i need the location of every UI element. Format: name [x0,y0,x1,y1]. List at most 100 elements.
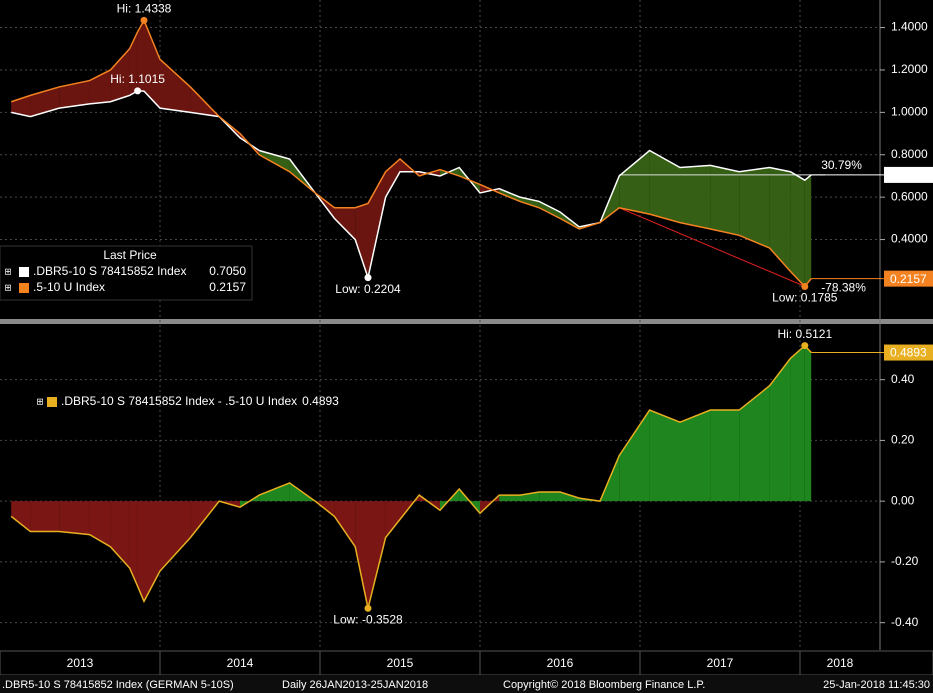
legend-box [0,245,253,301]
area-fill [649,410,680,502]
low-marker [364,604,372,612]
fill-between [259,150,290,172]
area-fill [368,501,386,609]
area-fill [499,495,520,502]
area-fill [334,501,356,547]
fill-between [30,86,60,117]
y-tick-label: 1.0000 [891,105,928,119]
legend-title: Last Price [103,248,157,262]
legend-expander: ⊞ [4,282,12,292]
x-tick-label: 2016 [547,656,574,670]
y-tick-label: 0.4000 [891,232,928,246]
area-fill [160,501,191,572]
fill-between [680,165,711,229]
y-tick-label: 0.6000 [891,189,928,203]
change-label: 30.79% [821,158,862,172]
area-fill [790,345,805,502]
legend-swatch [19,267,29,277]
y-tick-label: -0.20 [891,554,919,568]
area-fill [739,385,770,502]
fill-between [739,167,770,249]
x-tick-label: 2013 [67,656,94,670]
low-label: Low: -0.3528 [333,612,403,626]
low-marker [801,283,809,291]
change-line [619,207,806,287]
low-label: Low: 0.2204 [335,282,401,296]
legend-label: .DBR5-10 S 78415852 Index - .5-10 U Inde… [61,394,297,408]
footer-copyright: Copyright© 2018 Bloomberg Finance L.P. [503,679,705,691]
legend-expander: ⊞ [36,396,44,406]
last-price-box [884,166,933,183]
fill-between [710,165,740,236]
fill-between [129,31,138,96]
panel-separator [0,319,933,324]
legend-swatch [19,283,29,293]
footer-timestamp: 25-Jan-2018 11:45:30 [823,679,930,691]
legend-expander: ⊞ [4,266,12,276]
area-fill [385,501,400,538]
area-fill [769,358,791,502]
fill-between [144,20,160,109]
footer-range: Daily 26JAN2013-25JAN2018 [282,679,428,691]
footer-source: .DBR5-10 S 78415852 Index (GERMAN 5-10S) [2,679,234,691]
year-band [0,650,933,676]
fill-between [355,203,368,278]
fill-between [334,207,356,240]
area-fill [710,410,740,502]
fill-between [649,150,680,223]
series-line [10,18,812,288]
fill-between [59,80,90,109]
last-price-label: 0.7050 [890,168,927,182]
series-line [10,344,812,609]
fill-between [137,20,144,92]
low-label: Low: 0.1785 [772,291,838,305]
legend-value: 0.4893 [302,394,339,408]
fill-between [520,197,540,208]
area-fill [619,410,650,502]
area-fill [539,492,560,502]
y-tick-label: 0.40 [891,372,915,386]
area-fill [355,501,368,609]
hi-marker [140,16,148,24]
hi-label: Hi: 0.5121 [777,327,832,341]
hi-marker [134,87,142,95]
last-price-label: 0.2157 [890,272,927,286]
y-tick-label: 0.00 [891,493,915,507]
legend-label: .DBR5-10 S 78415852 Index [33,264,186,278]
legend-value: 0.2157 [209,280,246,294]
fill-between [619,150,650,215]
hi-marker [801,342,809,350]
fill-between [804,174,812,287]
area-fill [259,482,290,502]
fill-between [160,59,191,113]
fill-between [790,171,805,287]
legend-value: 0.7050 [209,264,246,278]
area-fill [144,501,160,602]
last-price-box [884,270,933,287]
x-tick-label: 2015 [387,656,414,670]
y-tick-label: 1.4000 [891,20,928,34]
area-fill [137,501,144,602]
area-fill [129,501,138,587]
legend-swatch [47,397,57,407]
change-label: -78.38% [821,281,866,295]
footer-band [0,675,933,693]
low-marker [364,274,372,282]
x-tick-label: 2018 [827,656,854,670]
area-fill [59,501,90,535]
last-price-box [884,344,933,361]
area-fill [89,501,111,547]
hi-label: Hi: 1.1015 [110,72,165,86]
fill-between [769,167,791,272]
y-tick-label: 1.2000 [891,62,928,76]
fill-between [539,201,560,219]
last-price-label: 0.4893 [890,346,927,360]
y-tick-label: -0.40 [891,615,919,629]
y-tick-label: 0.20 [891,433,915,447]
area-fill [804,345,812,502]
area-fill [11,501,31,532]
hi-label: Hi: 1.4338 [117,2,172,16]
fill-between [499,188,520,202]
x-tick-label: 2014 [227,656,254,670]
